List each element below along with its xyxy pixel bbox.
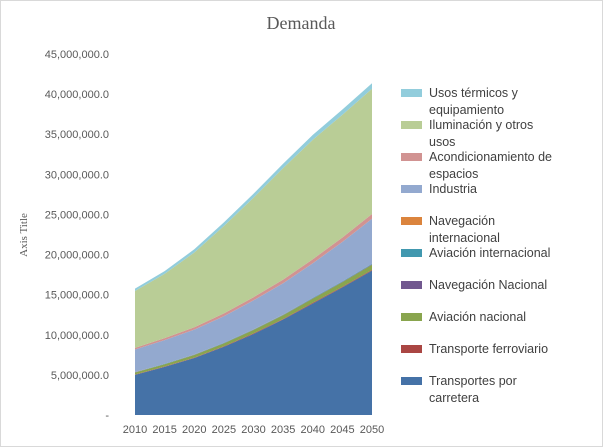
y-tick-label: 35,000,000.0: [45, 129, 109, 141]
legend-swatch-acondicionamiento-de-espacios: [401, 153, 422, 161]
area-series-group: [135, 83, 372, 415]
x-tick-label: 2020: [182, 424, 206, 436]
legend-swatch-transporte-ferroviario: [401, 345, 422, 353]
x-tick-label: 2040: [301, 424, 325, 436]
legend-label-aviacion-internacional: Aviación internacional: [429, 246, 550, 260]
x-tick-label: 2035: [271, 424, 295, 436]
x-tick-label: 2030: [241, 424, 265, 436]
legend-swatch-iluminacion-y-otros-usos: [401, 121, 422, 129]
x-tick-label: 2025: [212, 424, 236, 436]
y-axis-ticks: - 5,000,000.0 10,000,000.0 15,000,000.0 20,0…: [45, 49, 110, 422]
area-industria: [135, 218, 372, 372]
legend-swatch-transportes-por-carretera: [401, 377, 422, 385]
legend-swatch-usos-termicos-y-equipamiento: [401, 89, 422, 97]
area-transportes-por-carretera: [135, 270, 372, 415]
y-tick-label: 30,000,000.0: [45, 169, 109, 181]
y-axis-title: Axis Title: [18, 213, 30, 257]
x-tick-label: 2015: [152, 424, 176, 436]
legend-label-navegacion-internacional: Navegación internacional: [429, 214, 500, 245]
y-tick-label: 10,000,000.0: [45, 330, 109, 342]
chart-title: Demanda: [267, 13, 336, 33]
y-tick-label: 15,000,000.0: [45, 290, 109, 302]
y-tick-label: -: [105, 410, 109, 422]
legend-label-acondicionamiento-de-espacios: Acondicionamiento de espacios: [429, 150, 552, 181]
legend-label-navegacion-nacional: Navegación Nacional: [429, 278, 547, 292]
y-tick-label: 45,000,000.0: [45, 49, 109, 61]
x-axis-ticks: 2010 2015 2020 2025 2030 2035 2040 2045 2050: [123, 424, 384, 436]
legend-label-usos-termicos-y-equipamiento: Usos térmicos y equipamiento: [429, 86, 519, 117]
legend-label-transportes-por-carretera: Transportes por carretera: [429, 374, 517, 405]
y-tick-label: 20,000,000.0: [45, 250, 109, 262]
legend-swatch-navegacion-nacional: [401, 281, 422, 289]
legend-swatch-aviacion-nacional: [401, 313, 422, 321]
legend-label-iluminacion-y-otros-usos: Iluminación y otros usos: [429, 118, 533, 149]
legend-label-transporte-ferroviario: Transporte ferroviario: [429, 342, 548, 356]
legend-swatch-industria: [401, 185, 422, 193]
area-usos-termicos-y-equipamiento: [135, 83, 372, 291]
y-tick-label: 40,000,000.0: [45, 89, 109, 101]
legend-label-industria: Industria: [429, 182, 477, 196]
area-iluminacion-y-otros-usos: [135, 88, 372, 348]
y-tick-label: 25,000,000.0: [45, 209, 109, 221]
legend-label-aviacion-nacional: Aviación nacional: [429, 310, 526, 324]
x-tick-label: 2010: [123, 424, 147, 436]
legend-swatch-aviacion-internacional: [401, 249, 422, 257]
x-tick-label: 2045: [330, 424, 354, 436]
x-tick-label: 2050: [360, 424, 384, 436]
y-tick-label: 5,000,000.0: [51, 370, 109, 382]
legend-swatch-navegacion-internacional: [401, 217, 422, 225]
